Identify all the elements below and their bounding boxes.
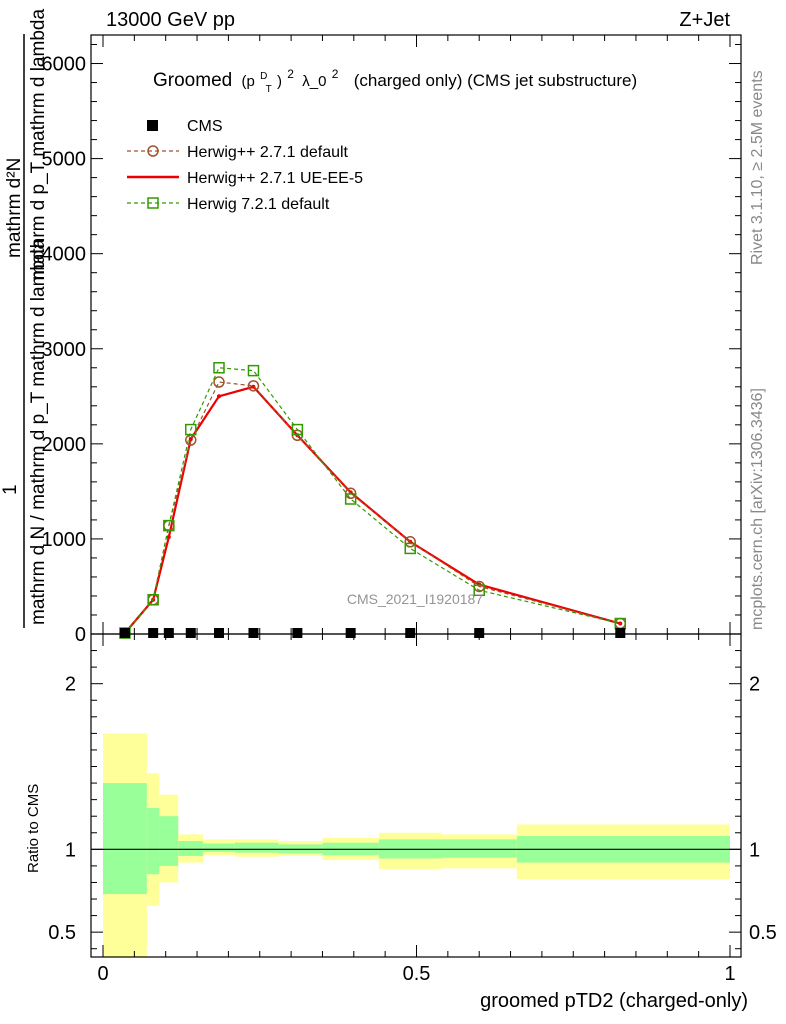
ratio-plot-frame [90,633,742,958]
data-point-filled [213,628,224,638]
mcplots-label: mcplots.cern.ch [arXiv:1306.3436] [749,388,766,630]
legend-entry: CMS [147,118,223,135]
data-point-filled [405,628,416,638]
analysis-watermark: CMS_2021_I1920187 [347,591,483,607]
y-tick-label: 5000 [42,149,87,171]
ratio-xlabel: groomed pTD2 (charged-only) [480,990,748,1012]
data-point-square [344,493,357,505]
legend-label: CMS [187,118,223,135]
data-point-circle [404,536,416,548]
legend-label: Herwig++ 2.7.1 default [187,144,349,161]
title-close: ) [277,73,282,90]
y-tick-label: 2000 [42,434,87,456]
title-sup-2b: 2 [332,67,339,81]
legend-entry: Herwig 7.2.1 default [127,196,330,213]
data-point-filled [185,628,196,638]
x-tick-label: 1 [724,963,735,985]
plot-title: Groomed (p D T ) 2 λ_0 2 (charged only) … [153,62,637,97]
title-sup-2: 2 [287,67,294,81]
data-point-square [404,542,416,555]
data-point-square [473,584,485,597]
inner-band-bin [234,842,279,853]
data-point-circle [247,380,260,392]
legend-entry: Herwig++ 2.7.1 default [127,144,349,161]
data-point-dot [188,437,193,442]
main-plot-series [119,362,627,639]
data-point-filled [119,628,130,638]
x-tick-label: 0 [97,963,108,985]
ratio-plot-axes: 0.5 0.5 1 1 2 2 0 0.5 1 [48,634,777,985]
legend: CMS Herwig++ 2.7.1 default Herwig++ 2.7.1 … [127,118,363,213]
series-cms [119,628,626,638]
data-point-square [147,197,159,209]
data-point-filled [345,628,356,638]
header-right: Z+Jet [679,9,730,31]
data-point-filled [474,628,485,638]
title-prefix: Groomed [153,70,232,91]
title-lambda: λ_0 [302,73,326,90]
legend-label: Herwig 7.2.1 default [187,196,330,213]
title-p: (p [241,73,254,90]
ratio-ylabel: Ratio to CMS [25,784,42,873]
legend-marker [147,120,158,131]
main-ylabel: mathrm d²N mathrm d p_T mathrm d lambda … [0,9,49,628]
title-sub-t: T [266,84,272,95]
ylabel-num-bottom: mathrm d p_T mathrm d lambda [28,9,49,280]
data-point-filled [615,628,626,638]
ratio-y-tick-label-right: 1 [749,839,760,861]
data-point-square [247,364,260,377]
ylabel-num-top: mathrm d²N [4,158,25,258]
inner-band-bin [203,843,235,852]
data-point-dot [216,394,221,399]
y-tick-label: 4000 [42,244,87,266]
y-tick-label: 3000 [42,339,87,361]
rivet-label: Rivet 3.1.10, ≥ 2.5M events [749,70,766,265]
data-point-square [185,423,197,436]
data-point-circle [213,376,225,388]
ratio-y-tick-label-right: 0.5 [749,922,777,944]
legend-label: Herwig++ 2.7.1 UE-EE-5 [187,170,363,187]
y-tick-label: 6000 [42,54,87,76]
main-plot-axes: 0 1000 2000 3000 4000 5000 6000 [42,35,741,646]
inner-band-bin [103,783,147,895]
ratio-y-tick-label-right: 2 [749,674,760,696]
inner-band-bin [146,807,160,875]
inner-band-bin [441,839,517,858]
inner-band-bin [159,816,179,866]
svg-text:Groomed (p D: Groomed (p D T ) 2 λ_0 2 (charged only) … [153,62,637,97]
inner-band-bin [178,841,204,856]
title-suffix: (charged only) (CMS jet substructure) [354,71,637,90]
y-tick-label: 1000 [42,529,87,551]
data-point-filled [292,628,303,638]
data-point-square [163,519,175,532]
data-point-filled [163,628,174,638]
data-point-dot [166,535,171,540]
data-point-filled [148,628,159,638]
data-point-square [147,594,159,606]
x-tick-label: 0.5 [403,963,431,985]
series-line [124,367,621,634]
legend-entry: Herwig++ 2.7.1 UE-EE-5 [127,170,363,187]
data-point-square [291,423,304,436]
ylabel-one: 1 [0,484,21,495]
ratio-uncertainty-bands [91,733,741,957]
y-tick-label: 0 [75,624,86,646]
ylabel-denominator: mathrm d N / mathrm d p_T mathrm d lambd… [28,238,49,625]
data-point-circle [147,145,159,157]
title-sup-d: D [260,71,267,82]
ratio-y-tick-label: 1 [65,839,76,861]
ratio-y-tick-label: 0.5 [48,922,76,944]
data-point-square [213,362,225,374]
data-point-filled [248,628,259,638]
ratio-frame-border [90,633,742,958]
header-left: 13000 GeV pp [106,9,235,31]
ratio-y-tick-label: 2 [65,674,76,696]
